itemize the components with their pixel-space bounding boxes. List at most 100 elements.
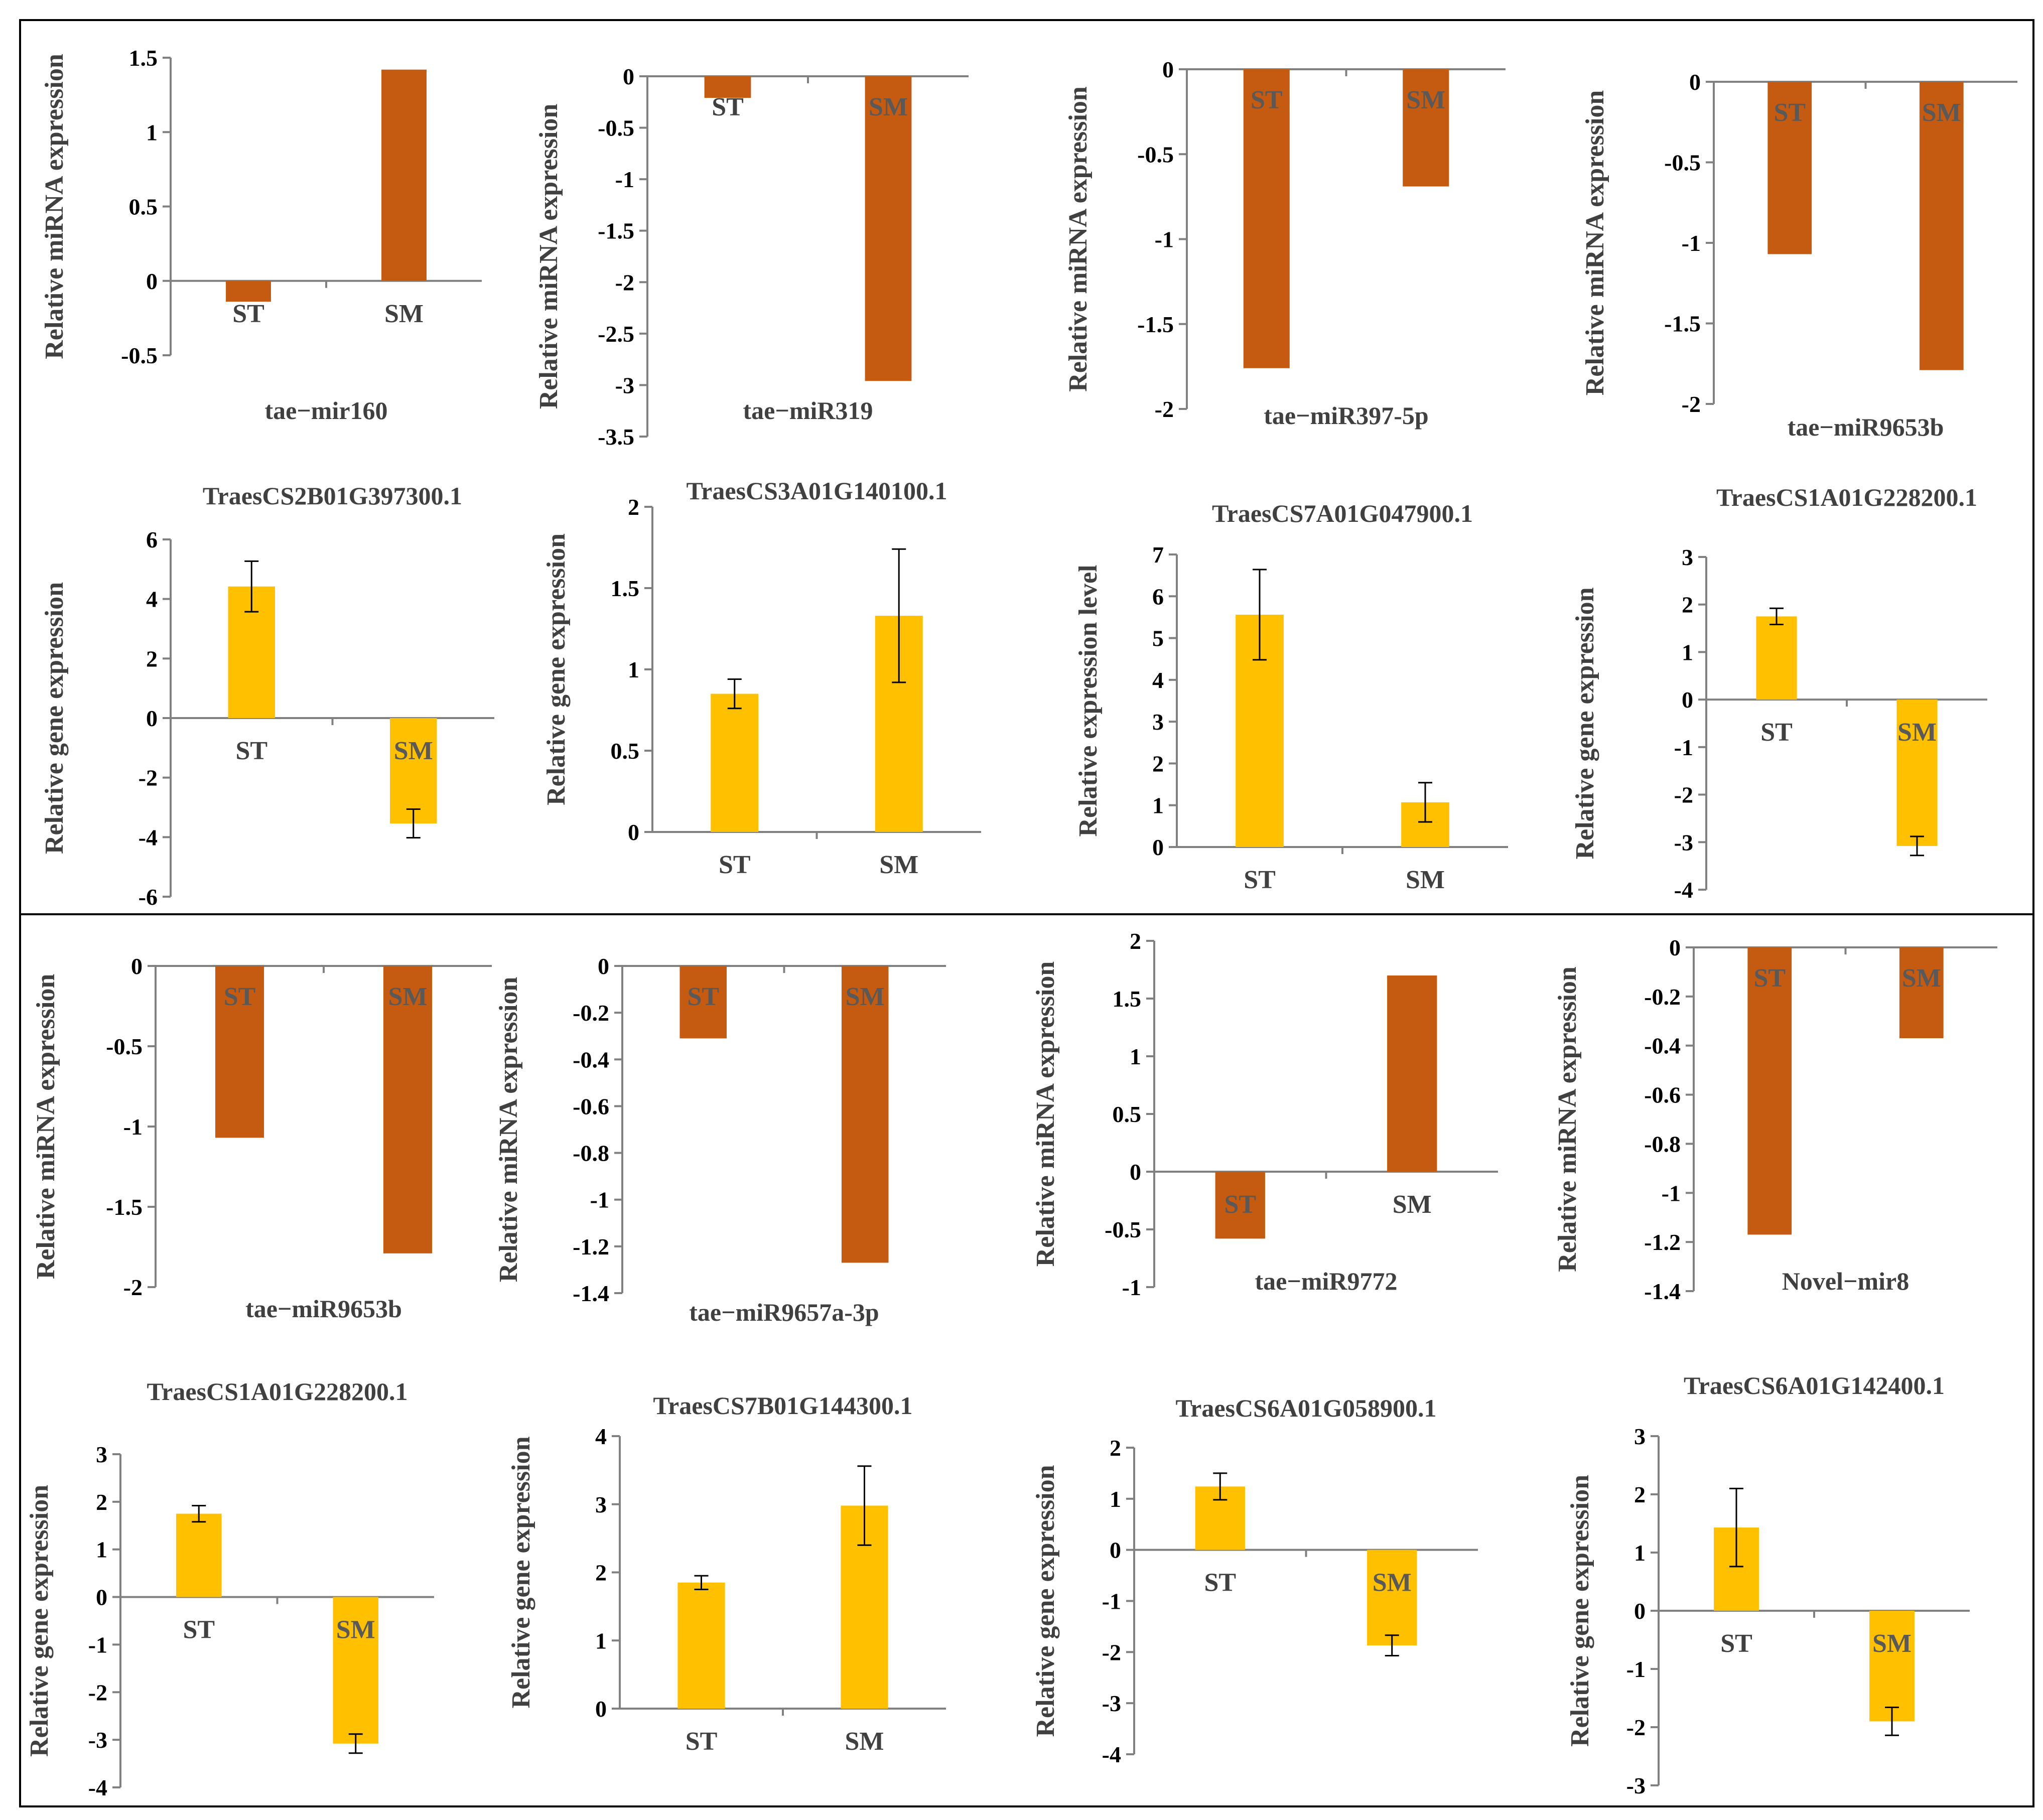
y-tick-label: -3 (1626, 1773, 1646, 1798)
y-tick-label: -2 (1674, 782, 1693, 808)
y-axis-label: Relative miRNA expression (534, 104, 563, 409)
category-label: SM (394, 737, 433, 765)
bar-sm (1899, 947, 1944, 1039)
y-tick-label: 4 (595, 1424, 607, 1449)
chart-14: 0 1 2 3 4 ST SM TraesCS7B01G144300.1 Relative ge… (507, 1391, 946, 1756)
chart-1: -0.5 0 0.5 1 1.5 ST SM tae−mir160 Relative miRNA… (40, 45, 482, 425)
y-axis-label: Relative gene expression (542, 533, 571, 805)
bar-sm (1367, 1550, 1417, 1646)
category-label: ST (687, 983, 719, 1011)
y-axis-label: Relative gene expression (1571, 587, 1599, 859)
y-tick-label: -0.8 (1644, 1131, 1681, 1157)
y-tick-label: -2.5 (598, 321, 634, 347)
y-axis-label: Relative miRNA expression (1031, 961, 1060, 1267)
chart-7: 0 1 2 3 4 5 6 7 ST SM TraesCS7A01G047900.1 Relative… (1074, 499, 1508, 894)
y-tick-label: -3 (615, 372, 634, 398)
y-tick-label: -0.5 (1664, 150, 1701, 176)
y-tick-label: -2 (123, 1275, 143, 1300)
y-tick-label: 0 (1669, 935, 1681, 960)
y-axis-label: Relative gene expression (25, 1485, 54, 1757)
y-tick-label: 3 (1682, 544, 1693, 570)
y-tick-label: -3.5 (598, 424, 634, 450)
bar-sm (381, 69, 427, 281)
y-tick-label: -0.5 (1105, 1217, 1141, 1242)
chart-6: 0 0.5 1 1.5 2 ST SM TraesCS3A01G140100.1 Relativ… (542, 477, 981, 879)
category-label: ST (719, 851, 751, 879)
y-tick-label: 1 (1110, 1486, 1121, 1512)
y-axis-label: Relative miRNA expression (494, 977, 523, 1283)
category-label: ST (1251, 86, 1283, 114)
bar-st (176, 1513, 222, 1597)
y-tick-label: 7 (1152, 542, 1164, 568)
category-label: ST (232, 300, 264, 328)
y-tick-label: 6 (1152, 584, 1164, 609)
y-tick-label: -1.2 (573, 1234, 609, 1259)
y-tick-label: 0 (1110, 1537, 1121, 1563)
y-tick-label: 0 (96, 1585, 107, 1610)
y-axis-label: Relative miRNA expression (32, 974, 60, 1280)
y-tick-label: -1.5 (106, 1194, 143, 1220)
panel-border-top (19, 19, 2034, 915)
category-label: ST (183, 1616, 215, 1644)
y-tick-label: -4 (1102, 1742, 1121, 1767)
chart-5: -6 -4 -2 0 2 4 6 ST SM TraesCS2B01G397300.1 Relati… (40, 482, 494, 910)
y-tick-label: 3 (595, 1492, 607, 1517)
bar-sm (841, 966, 889, 1263)
category-label: ST (1204, 1569, 1236, 1597)
chart-title: TraesCS2B01G397300.1 (203, 482, 462, 510)
y-tick-label: 0 (131, 953, 143, 979)
y-tick-label: 2 (1634, 1482, 1646, 1507)
y-tick-label: -0.5 (106, 1034, 143, 1059)
chart-4: -2 -1.5 -1 -0.5 0 ST SM tae−miR9653b Relative mi… (1581, 69, 2017, 441)
category-label: SM (384, 300, 424, 328)
category-label: SM (1373, 1569, 1412, 1597)
y-tick-label: 3 (96, 1442, 107, 1467)
category-label: ST (1244, 866, 1276, 894)
y-tick-label: -4 (1674, 877, 1693, 903)
y-tick-label: 0 (1682, 687, 1693, 713)
chart-13: -4 -3 -2 -1 0 1 2 3 ST SM TraesCS1A01G228200.1 Rela… (25, 1377, 434, 1800)
chart-title: tae−miR9657a-3p (689, 1298, 879, 1326)
y-tick-label: 0 (1152, 834, 1164, 860)
chart-title: TraesCS6A01G142400.1 (1684, 1371, 1945, 1399)
y-tick-label: -1 (1102, 1589, 1121, 1614)
bar-st (1243, 69, 1290, 368)
y-tick-label: 5 (1152, 626, 1164, 651)
y-tick-label: -0.8 (573, 1141, 609, 1166)
y-axis-label: Relative miRNA expression (1553, 966, 1582, 1272)
bar-st (226, 281, 271, 302)
y-tick-label: -3 (1102, 1691, 1121, 1716)
bar-sm (1403, 69, 1449, 187)
bar-sm (389, 718, 437, 824)
chart-title: tae−miR9653b (245, 1295, 402, 1323)
chart-16: -3 -2 -1 0 1 2 3 ST SM TraesCS6A01G142400.1 Relati… (1566, 1371, 1970, 1798)
y-tick-label: -6 (139, 884, 158, 910)
y-tick-label: -1 (1155, 227, 1174, 252)
y-tick-label: 1 (1634, 1540, 1646, 1566)
y-tick-label: 0 (146, 268, 158, 294)
panel-border-bottom (19, 913, 2034, 1807)
chart-11: -1 -0.5 0 0.5 1 1.5 2 ST SM tae−miR9772 Relative m… (1031, 928, 1498, 1300)
y-tick-label: -1 (1626, 1656, 1646, 1682)
bar-sm (1919, 82, 1964, 370)
y-tick-label: 1 (96, 1537, 107, 1563)
y-tick-label: -4 (88, 1775, 107, 1800)
y-tick-label: 3 (1634, 1424, 1646, 1449)
bar-sm (1869, 1611, 1915, 1722)
y-tick-label: 0.5 (1113, 1101, 1142, 1127)
y-tick-label: -1.4 (1644, 1279, 1681, 1304)
y-tick-label: -1.5 (1664, 311, 1701, 337)
chart-title: tae−mir160 (264, 396, 387, 425)
y-tick-label: 0 (1130, 1159, 1141, 1185)
chart-title: tae−miR9653b (1788, 413, 1944, 441)
y-tick-label: 1.5 (1113, 986, 1142, 1012)
category-label: SM (879, 851, 918, 879)
y-tick-label: -2 (1102, 1639, 1121, 1665)
category-label: SM (869, 93, 908, 121)
y-tick-label: -1 (88, 1632, 107, 1657)
category-label: ST (1774, 98, 1806, 127)
y-tick-label: -1 (123, 1114, 143, 1140)
charts-container: -0.5 0 0.5 1 1.5 ST SM tae−mir160 Relative miRNA… (25, 45, 2017, 1800)
y-tick-label: 0 (1634, 1598, 1646, 1624)
y-tick-label: 1 (1682, 639, 1693, 665)
